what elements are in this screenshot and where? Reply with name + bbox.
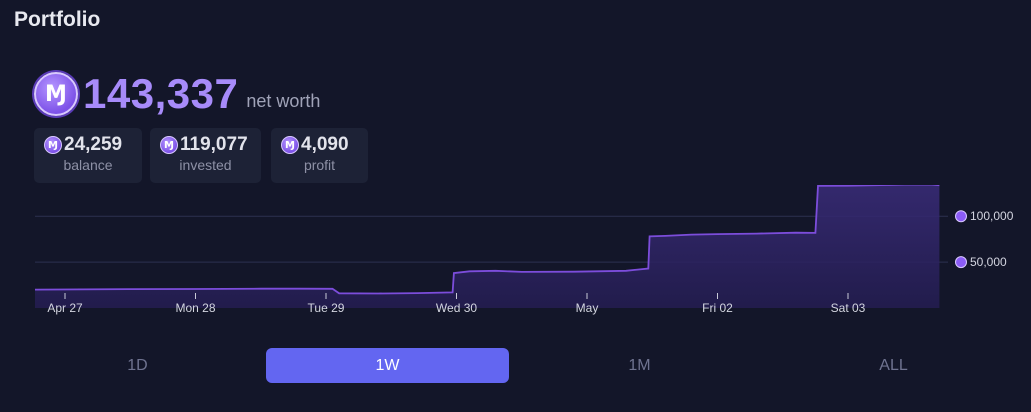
mana-coin-icon xyxy=(955,210,967,223)
invested-label: invested xyxy=(179,157,232,173)
x-tick-label: Apr 27 xyxy=(47,301,83,315)
x-tick-label: May xyxy=(576,301,599,315)
profit-card: Ɱ 4,090 profit xyxy=(271,128,368,183)
x-tick-label: Fri 02 xyxy=(702,301,733,315)
net-worth-summary: Ɱ 143,337 net worth xyxy=(34,70,320,118)
x-tick-label: Wed 30 xyxy=(436,301,477,315)
x-tick-label: Sat 03 xyxy=(831,301,866,315)
profit-value: 4,090 xyxy=(301,134,349,155)
mana-coin-icon: Ɱ xyxy=(34,72,78,116)
mana-coin-icon xyxy=(955,256,967,269)
portfolio-chart: 50,000 100,000 Apr 27 Mon 28 Tue 29 Wed 30 May… xyxy=(34,185,1014,315)
mana-coin-icon: Ɱ xyxy=(44,136,62,154)
profit-label: profit xyxy=(303,157,336,173)
net-worth-label: net worth xyxy=(246,90,321,111)
period-1m-button[interactable]: 1M xyxy=(628,356,651,374)
invested-value: 119,077 xyxy=(180,134,248,155)
balance-value: 24,259 xyxy=(64,134,123,155)
y-tick-1: 100,000 xyxy=(955,209,1014,223)
net-worth-value: 143,337 xyxy=(83,70,239,117)
invested-card: Ɱ 119,077 invested xyxy=(150,128,261,183)
balance-label: balance xyxy=(63,157,113,173)
period-1d-button[interactable]: 1D xyxy=(127,356,148,374)
period-selector: 1D 1W 1M ALL xyxy=(0,348,1031,383)
series-line xyxy=(34,185,940,295)
balance-card: Ɱ 24,259 balance xyxy=(34,128,142,183)
area-fill xyxy=(35,185,940,308)
y-tick-label: 50,000 xyxy=(970,255,1007,269)
x-tick-label: Tue 29 xyxy=(308,301,345,315)
period-1w-button[interactable]: 1W xyxy=(266,348,509,383)
mana-coin-icon: Ɱ xyxy=(160,136,178,154)
mana-coin-icon: Ɱ xyxy=(281,136,299,154)
page-title: Portfolio xyxy=(14,8,101,31)
x-tick-label: Mon 28 xyxy=(175,301,215,315)
y-tick-0: 50,000 xyxy=(955,255,1007,269)
y-tick-label: 100,000 xyxy=(970,209,1014,223)
period-all-button[interactable]: ALL xyxy=(879,356,908,374)
